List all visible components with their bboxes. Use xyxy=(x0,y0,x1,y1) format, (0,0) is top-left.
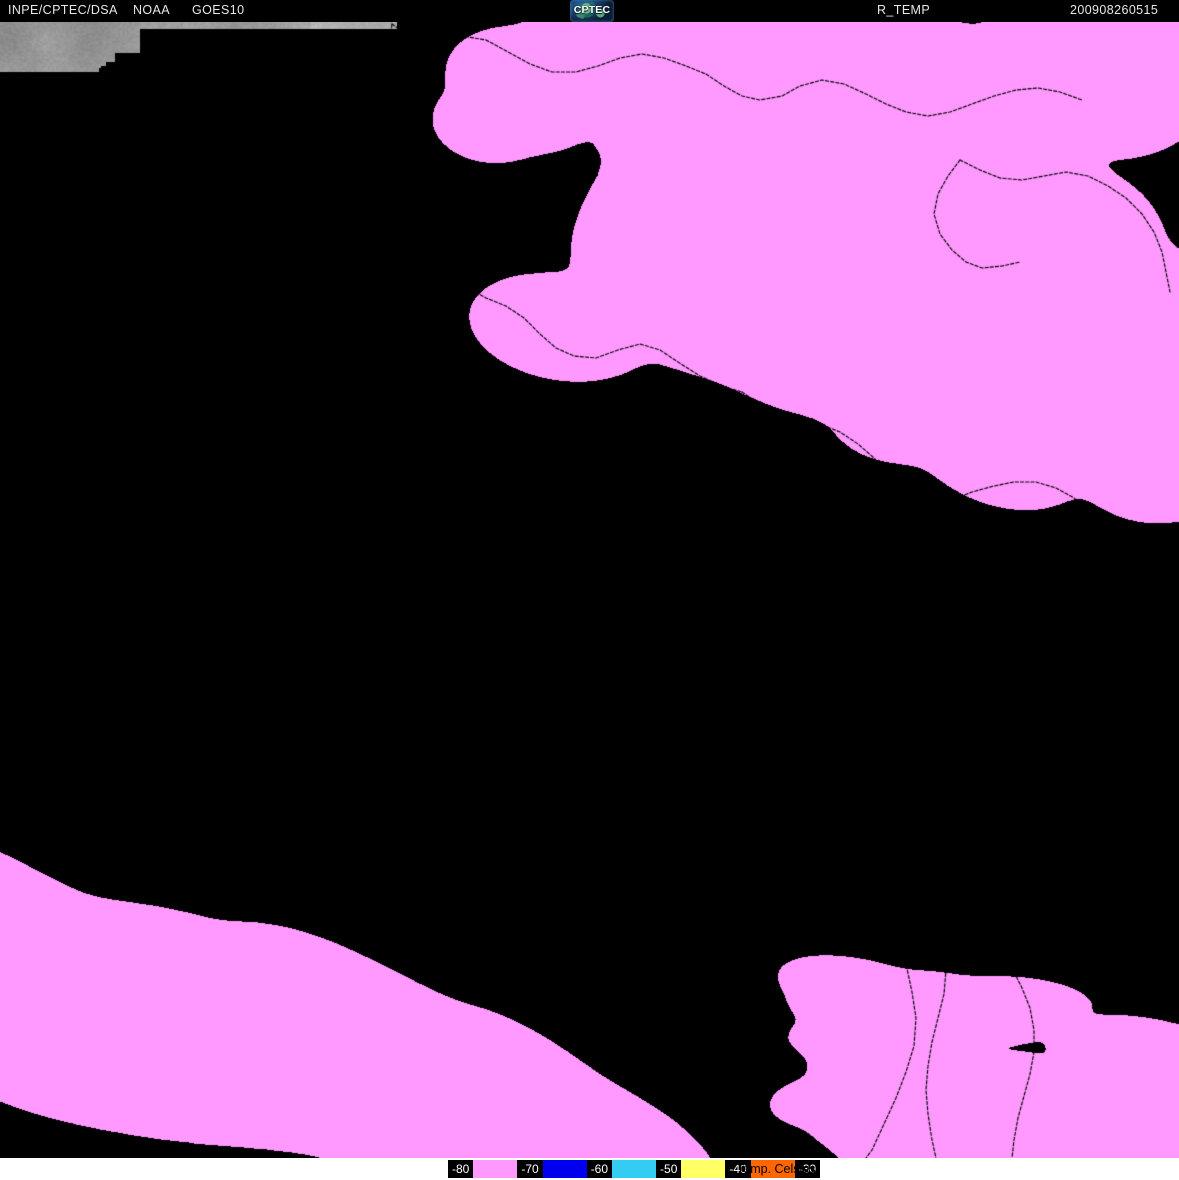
cptec-globe-icon: CPTEC xyxy=(570,0,614,22)
timestamp-label: 200908260515 xyxy=(1070,3,1159,17)
legend-swatch-minus70-blue xyxy=(542,1160,587,1178)
legend-label-minus40: -40 xyxy=(725,1160,751,1178)
legend-label-minus70: -70 xyxy=(517,1160,543,1178)
legend-swatch-minus80-pink xyxy=(473,1160,518,1178)
legend-units-label: Temp. Celsius xyxy=(737,1162,816,1176)
legend-label-minus80: -80 xyxy=(448,1160,474,1178)
legend-entries: -80 -70 -60 -50 -40 -30 xyxy=(448,1160,821,1178)
color-legend: -80 -70 -60 -50 -40 -30 Temp. Celsius xyxy=(0,1158,1179,1180)
legend-label-minus50: -50 xyxy=(656,1160,682,1178)
infrared-temperature-canvas xyxy=(0,22,1179,1158)
source-label: INPE/CPTEC/DSA xyxy=(8,3,118,17)
legend-swatch-minus50-yellow xyxy=(681,1160,726,1178)
legend-swatch-minus40-orange xyxy=(750,1160,795,1178)
product-label: R_TEMP xyxy=(877,3,931,17)
legend-label-minus60: -60 xyxy=(586,1160,613,1178)
legend-label-minus30: -30 xyxy=(794,1160,821,1178)
agency-label: NOAA xyxy=(133,3,171,17)
cptec-logo-text: CPTEC xyxy=(573,4,611,16)
legend-swatch-minus60-cyan xyxy=(612,1160,657,1178)
globe-continents xyxy=(573,2,611,20)
satellite-image-map xyxy=(0,22,1179,1158)
title-bar: INPE/CPTEC/DSA NOAA GOES10 CPTEC R_TEMP … xyxy=(0,0,1179,22)
satellite-label: GOES10 xyxy=(192,3,245,17)
